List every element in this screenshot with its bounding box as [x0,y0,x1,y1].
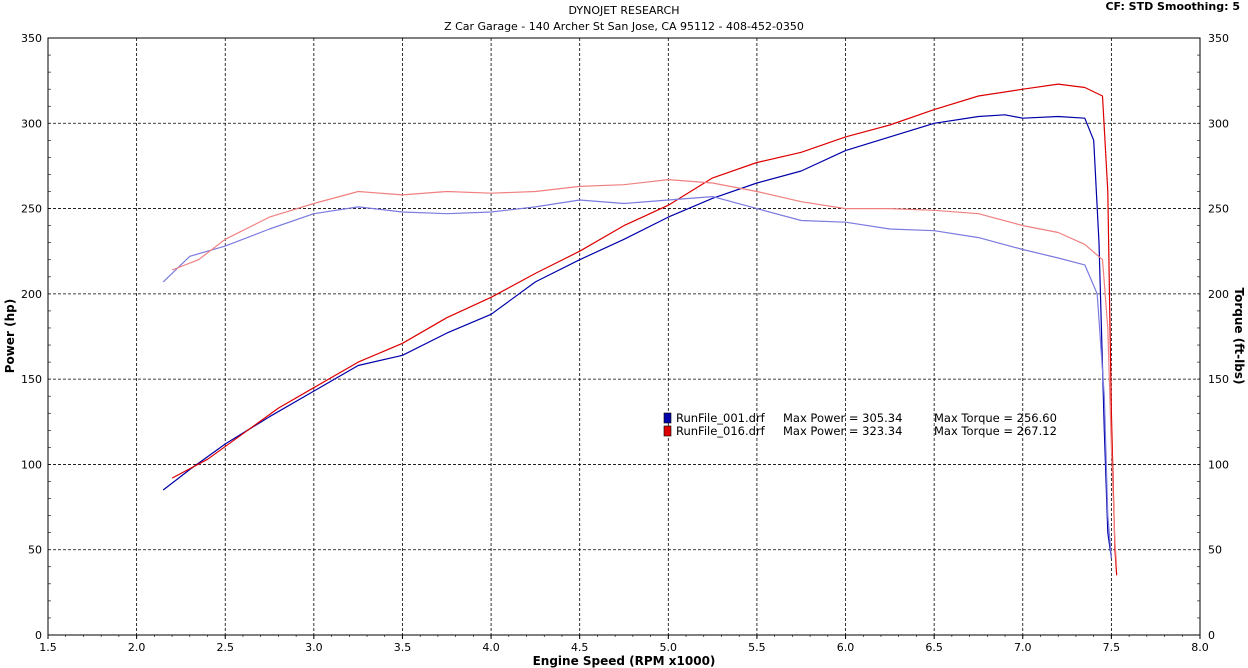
series-line-runfile-016-drf-torque [171,179,1118,567]
data-lines [162,83,1118,576]
y-right-tick-label: 200 [1208,288,1229,301]
y-right-tick-label: 100 [1208,458,1229,471]
y-right-tick-label: 250 [1208,203,1229,216]
y-right-tick-label: 300 [1208,117,1229,130]
y-axis-right-label: Torque (ft-lbs) [1232,288,1246,385]
x-tick-label: 5.0 [660,641,678,654]
legend-max-torque: Max Torque = 256.60 [934,411,1057,425]
y-left-tick-label: 200 [21,288,42,301]
x-tick-label: 1.5 [39,641,57,654]
legend-swatch [663,412,672,424]
x-tick-label: 4.0 [482,641,500,654]
legend-max-torque: Max Torque = 267.12 [934,424,1057,438]
grid [48,38,1200,635]
legend-max-power: Max Power = 323.34 [783,424,902,438]
x-tick-label: 7.0 [1014,641,1032,654]
legend-swatch [663,425,672,437]
y-left-tick-label: 250 [21,203,42,216]
plot-frame [47,37,1201,636]
y-right-tick-label: 350 [1208,32,1229,45]
legend-run-label: RunFile_016.drf [676,424,766,438]
legend-max-power: Max Power = 305.34 [783,411,902,425]
y-left-tick-label: 350 [21,32,42,45]
chart-subtitle: Z Car Garage - 140 Archer St San Jose, C… [444,20,804,33]
legend-run-label: RunFile_001.drf [676,411,766,425]
x-tick-label: 8.0 [1191,641,1209,654]
x-tick-label: 7.5 [1103,641,1121,654]
y-left-tick-label: 300 [21,117,42,130]
x-tick-label: 4.5 [571,641,589,654]
y-left-tick-label: 50 [28,544,42,557]
x-tick-label: 6.5 [925,641,943,654]
x-tick-label: 2.0 [128,641,146,654]
x-tick-label: 3.0 [305,641,323,654]
series-line-runfile-001-drf-power [162,114,1112,559]
x-axis-label: Engine Speed (RPM x1000) [533,654,716,668]
y-left-tick-label: 100 [21,458,42,471]
x-tick-label: 3.5 [394,641,412,654]
x-tick-label: 5.5 [748,641,766,654]
y-right-tick-label: 150 [1208,373,1229,386]
x-tick-label: 6.0 [837,641,855,654]
chart-title: DYNOJET RESEARCH [569,4,680,17]
y-right-tick-label: 0 [1208,629,1215,642]
y-axis-left-label: Power (hp) [3,299,17,373]
x-tick-label: 2.5 [216,641,234,654]
axis-ticks: 1.5 2.0 2.5 3.0 3.5 4.0 4.5 5.0 5.5 6.0 6.5 7.0 7.5 8… [21,32,1229,654]
y-left-tick-label: 150 [21,373,42,386]
y-left-tick-label: 0 [35,629,42,642]
series-line-runfile-001-drf-torque [162,196,1112,559]
legend: RunFile_001.drf Max Power = 305.34 Max Tor… [663,411,1057,438]
y-right-tick-label: 50 [1208,544,1222,557]
settings-label: CF: STD Smoothing: 5 [1105,0,1240,13]
series-line-runfile-016-drf-power [171,83,1118,576]
